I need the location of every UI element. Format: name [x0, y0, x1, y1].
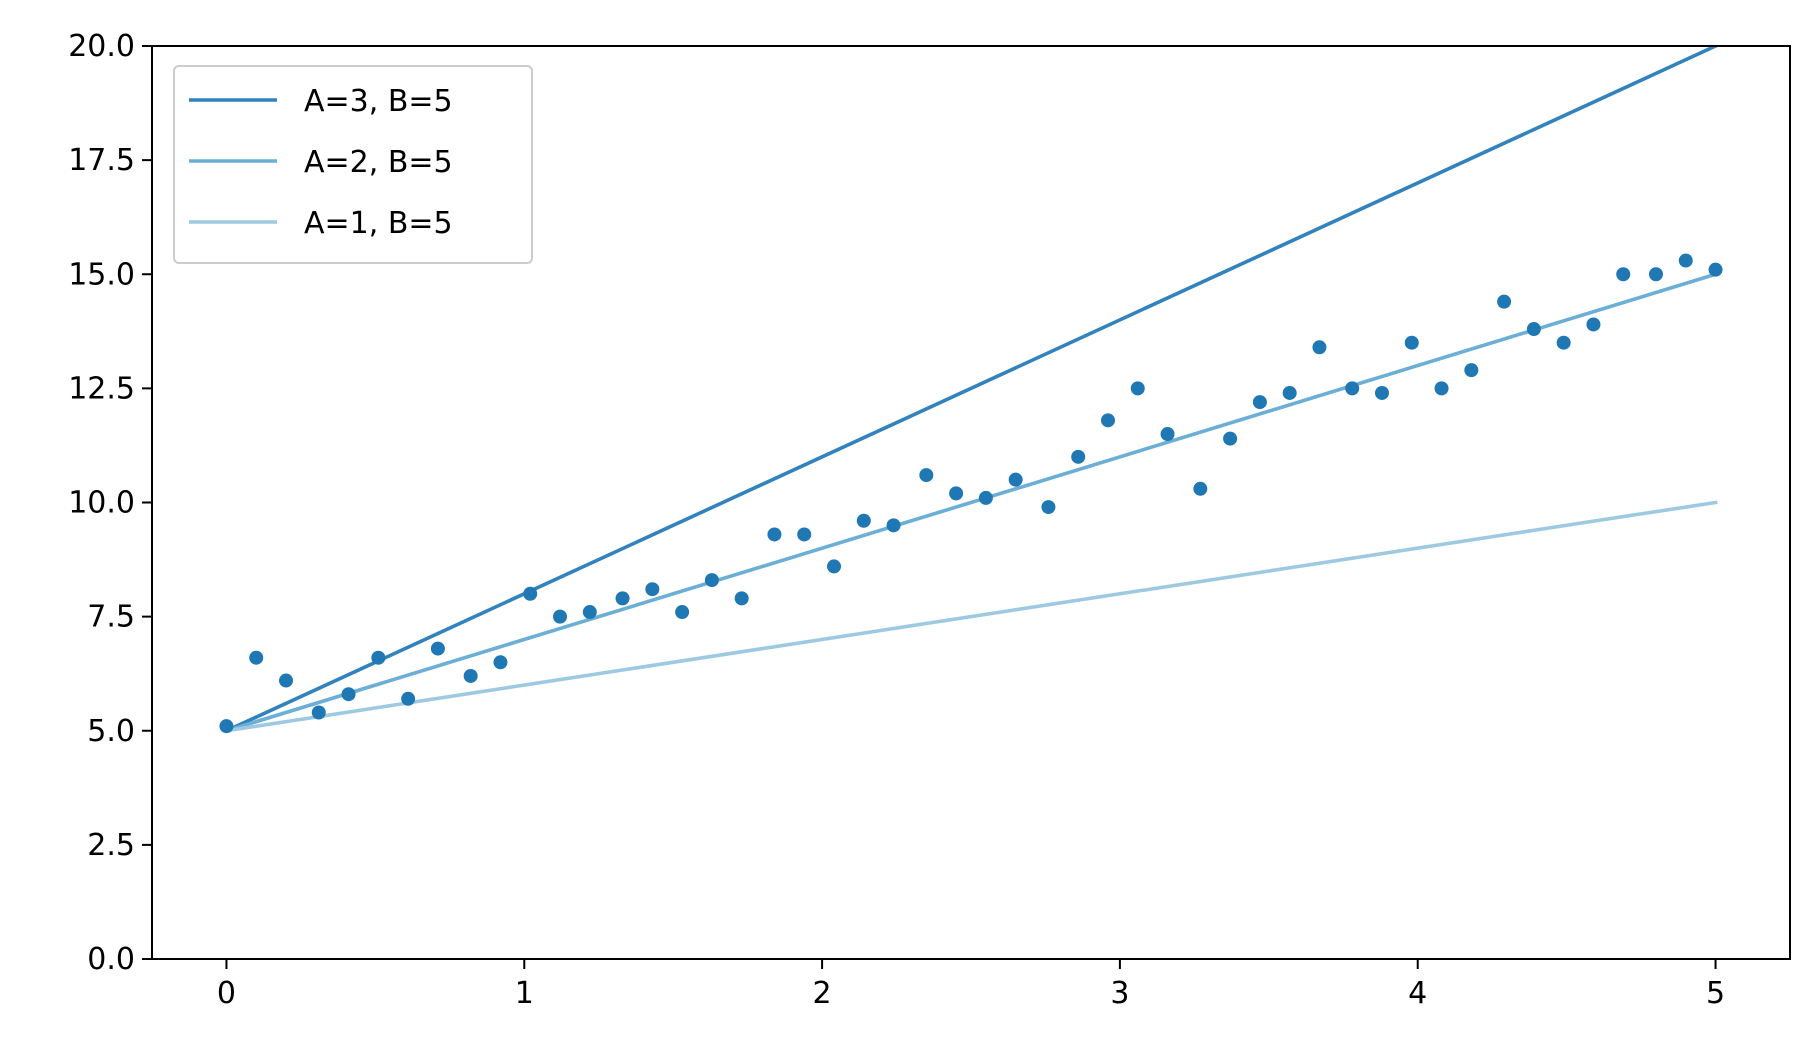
y-tick-label: 17.5 [68, 143, 135, 178]
scatter-point [1526, 322, 1541, 337]
scatter-point [1434, 381, 1449, 396]
scatter-point [1071, 449, 1086, 464]
x-tick-label: 1 [515, 976, 534, 1011]
scatter-point [1464, 363, 1479, 378]
scatter-point [371, 650, 386, 665]
scatter-point [645, 582, 660, 597]
scatter-point [1586, 317, 1601, 332]
y-tick-label: 15.0 [68, 257, 135, 292]
scatter-point [1556, 335, 1571, 350]
y-tick-label: 12.5 [68, 371, 135, 406]
scatter-point [1497, 294, 1512, 309]
scatter-point [493, 655, 508, 670]
scatter-point [463, 668, 478, 683]
scatter-point [1041, 500, 1056, 515]
scatter-point [1708, 262, 1723, 277]
scatter-point [1282, 385, 1297, 400]
y-tick-label: 2.5 [87, 828, 135, 863]
legend-box [173, 65, 533, 264]
y-tick-label: 7.5 [87, 600, 135, 635]
scatter-point [767, 527, 782, 542]
scatter-point [919, 468, 934, 483]
legend-label: A=2, B=5 [304, 145, 453, 180]
scatter-point [797, 527, 812, 542]
scatter-point [615, 591, 630, 606]
scatter-point [949, 486, 964, 501]
scatter-point [523, 586, 538, 601]
scatter-point [1223, 431, 1238, 446]
scatter-point [1404, 335, 1419, 350]
legend-label: A=1, B=5 [304, 206, 453, 241]
scatter-point [249, 650, 264, 665]
y-tick-label: 5.0 [87, 714, 135, 749]
scatter-point [978, 490, 993, 505]
series-line-1 [224, 272, 1718, 733]
scatter-point [1374, 385, 1389, 400]
series-line-2 [224, 500, 1718, 733]
scatter-point [341, 687, 356, 702]
scatter-point [1678, 253, 1693, 268]
scatter-point [279, 673, 294, 688]
scatter-point [553, 609, 568, 624]
scatter-point [1648, 267, 1663, 282]
scatter-point [311, 705, 326, 720]
scatter-point [582, 605, 597, 620]
x-tick-label: 4 [1408, 976, 1427, 1011]
scatter-point [1193, 481, 1208, 496]
x-tick-label: 0 [217, 976, 236, 1011]
scatter-point [856, 513, 871, 528]
scatter-point [1130, 381, 1145, 396]
scatter-point [219, 719, 234, 734]
scatter-point [1616, 267, 1631, 282]
axes: 0 1 2 3 4 5 0.0 2.5 5.0 7.5 10.0 12.5 15.0 17.5 20.0 [68, 29, 1791, 1011]
scatter-point [827, 559, 842, 574]
x-tick-label: 5 [1706, 976, 1725, 1011]
scatter-point [1312, 340, 1327, 355]
y-tick-label: 10.0 [68, 486, 135, 521]
y-tick-label: 0.0 [87, 942, 135, 977]
plot-area [219, 46, 1723, 734]
scatter-point [1345, 381, 1360, 396]
scatter-point [734, 591, 749, 606]
scatter-point [1160, 427, 1175, 442]
legend-label: A=3, B=5 [304, 84, 453, 119]
scatter-point [401, 691, 416, 706]
scatter-point [1100, 413, 1115, 428]
x-tick-label: 2 [813, 976, 832, 1011]
legend: A=3, B=5 A=2, B=5 A=1, B=5 [173, 65, 533, 264]
series-line-0 [224, 46, 1718, 734]
scatter-point [1008, 472, 1023, 487]
y-tick-label: 20.0 [68, 29, 135, 64]
x-tick-label: 3 [1110, 976, 1129, 1011]
scatter-point [430, 641, 445, 656]
scatter-point [886, 518, 901, 533]
scatter-point [675, 605, 690, 620]
scatter-point [1252, 395, 1267, 410]
scatter-point [704, 573, 719, 588]
